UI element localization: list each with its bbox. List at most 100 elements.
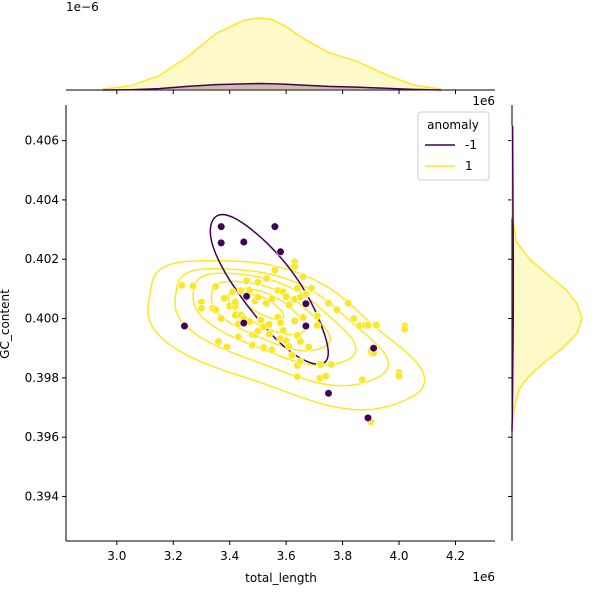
x-axis-label: total_length bbox=[245, 571, 317, 585]
scatter-point-series-1 bbox=[313, 311, 322, 321]
scatter-point-series-1 bbox=[344, 299, 353, 308]
y-tick-label: 0.402 bbox=[25, 252, 59, 266]
scatter-point-series-1 bbox=[220, 294, 229, 303]
scatter-point-series-1 bbox=[236, 286, 246, 295]
scatter-point-series-1 bbox=[349, 314, 359, 323]
scatter-point-series-neg1 bbox=[239, 318, 248, 328]
y-tick-label: 0.398 bbox=[25, 371, 59, 385]
scatter-point-series-1 bbox=[293, 372, 302, 381]
scatter-point-series-1 bbox=[270, 265, 280, 275]
scatter-point-series-1 bbox=[358, 375, 367, 384]
y-tick-label: 0.404 bbox=[25, 193, 59, 207]
scatter-point-series-1 bbox=[256, 315, 265, 325]
scatter-point-series-1 bbox=[262, 299, 271, 308]
scatter-point-series-1 bbox=[400, 325, 409, 334]
scatter-point-series-neg1 bbox=[369, 344, 378, 353]
scatter-point-series-1 bbox=[321, 372, 330, 381]
scatter-point-series-1 bbox=[177, 281, 186, 290]
x-tick-label: 3.4 bbox=[220, 549, 239, 563]
right-density-line-series-1 bbox=[511, 125, 583, 432]
scatter-point-series-1 bbox=[222, 342, 231, 352]
scatter-point-series-1 bbox=[253, 278, 262, 287]
scatter-point-series-1 bbox=[284, 300, 294, 310]
scatter-point-series-1 bbox=[262, 274, 271, 283]
scatter-point-series-neg1 bbox=[363, 413, 373, 423]
scatter-point-series-1 bbox=[290, 262, 299, 271]
scatter-point-series-neg1 bbox=[217, 222, 226, 231]
scatter-point-series-neg1 bbox=[217, 238, 226, 247]
scatter-point-series-1 bbox=[259, 343, 268, 352]
scatter-point-series-1 bbox=[394, 372, 404, 381]
x-tick-label: 3.8 bbox=[333, 549, 352, 563]
scatter-point-series-1 bbox=[296, 357, 305, 366]
scatter-point-series-1 bbox=[211, 282, 220, 291]
right-marginal-offset-text: 1e6 bbox=[472, 94, 495, 108]
x-tick-label: 3.6 bbox=[277, 549, 296, 563]
scatter-point-series-1 bbox=[197, 304, 206, 313]
scatter-point-series-1 bbox=[231, 297, 240, 307]
y-tick-label: 0.396 bbox=[25, 430, 59, 444]
kde-contour-series-1 bbox=[174, 267, 390, 387]
scatter-point-series-1 bbox=[211, 305, 220, 314]
x-tick-label: 4.0 bbox=[389, 549, 408, 563]
scatter-point-series-1 bbox=[372, 321, 381, 330]
scatter-point-series-1 bbox=[234, 332, 243, 342]
legend: anomaly -1 1 bbox=[417, 111, 490, 181]
scatter-point-series-1 bbox=[327, 360, 336, 369]
right-density-fill-series-1 bbox=[512, 125, 582, 432]
scatter-point-series-1 bbox=[287, 351, 296, 360]
x-tick-label: 3.0 bbox=[107, 549, 126, 563]
scatter-point-series-neg1 bbox=[270, 222, 280, 231]
scatter-point-series-neg1 bbox=[301, 299, 311, 308]
scatter-point-series-1 bbox=[304, 342, 313, 352]
scatter-point-series-1 bbox=[242, 276, 251, 285]
scatter-point-series-1 bbox=[253, 293, 262, 302]
axes-spines bbox=[65, 105, 495, 542]
scatter-point-series-neg1 bbox=[324, 389, 333, 398]
scatter-point-series-1 bbox=[363, 321, 373, 330]
scatter-point-series-neg1 bbox=[180, 321, 189, 331]
scatter-point-series-1 bbox=[253, 326, 262, 336]
scatter-point-series-1 bbox=[265, 329, 274, 339]
y-tick-label: 0.394 bbox=[25, 490, 59, 504]
scatter-point-series-neg1 bbox=[242, 292, 251, 301]
scatter-point-series-1 bbox=[299, 313, 308, 322]
x-tick-label: 3.2 bbox=[164, 549, 183, 563]
x-tick-label: 4.2 bbox=[446, 549, 465, 563]
scatter-points bbox=[177, 222, 409, 426]
legend-frame bbox=[417, 111, 490, 181]
kde-contour-series-1 bbox=[147, 259, 426, 411]
scatter-point-series-1 bbox=[214, 337, 223, 346]
scatter-point-series-neg1 bbox=[239, 237, 248, 247]
scatter-point-series-1 bbox=[248, 341, 257, 350]
scatter-point-series-1 bbox=[293, 284, 302, 293]
scatter-point-series-neg1 bbox=[301, 321, 311, 331]
legend-label-pos1: 1 bbox=[465, 159, 473, 173]
legend-label-neg1: -1 bbox=[465, 138, 477, 152]
x-ticks: 3.0 3.2 3.4 3.6 3.8 4.0 4.2 bbox=[107, 541, 465, 563]
scatter-point-series-1 bbox=[188, 281, 198, 291]
top-density-line-series-neg1 bbox=[102, 82, 442, 91]
top-density-line-series-1 bbox=[102, 17, 442, 91]
scatter-point-series-1 bbox=[228, 287, 237, 297]
x-axis-offset-text: 1e6 bbox=[472, 570, 495, 584]
scatter-point-series-1 bbox=[313, 321, 322, 330]
y-tick-label: 0.400 bbox=[25, 312, 59, 326]
y-axis-label: GC_content bbox=[0, 289, 12, 359]
top-marginal-offset-text: 1e−6 bbox=[66, 0, 99, 14]
scatter-point-series-1 bbox=[301, 290, 311, 299]
legend-title: anomaly bbox=[427, 118, 479, 132]
main-axes: 3.0 3.2 3.4 3.6 3.8 4.0 4.2 0.394 0.396 0.398 0.4… bbox=[25, 105, 495, 563]
scatter-point-series-1 bbox=[290, 316, 299, 326]
right-density-line-series-neg1 bbox=[511, 125, 515, 432]
scatter-point-series-1 bbox=[324, 299, 333, 308]
top-density-fill-series-1 bbox=[102, 18, 442, 90]
scatter-point-series-1 bbox=[276, 318, 285, 327]
scatter-point-series-1 bbox=[267, 345, 277, 354]
scatter-point-series-neg1 bbox=[276, 247, 285, 256]
y-ticks: 0.394 0.396 0.398 0.400 0.402 0.404 0.406 bbox=[25, 134, 66, 504]
scatter-point-series-1 bbox=[296, 337, 305, 346]
scatter-point-series-1 bbox=[282, 292, 291, 301]
y-tick-label: 0.406 bbox=[25, 134, 59, 148]
